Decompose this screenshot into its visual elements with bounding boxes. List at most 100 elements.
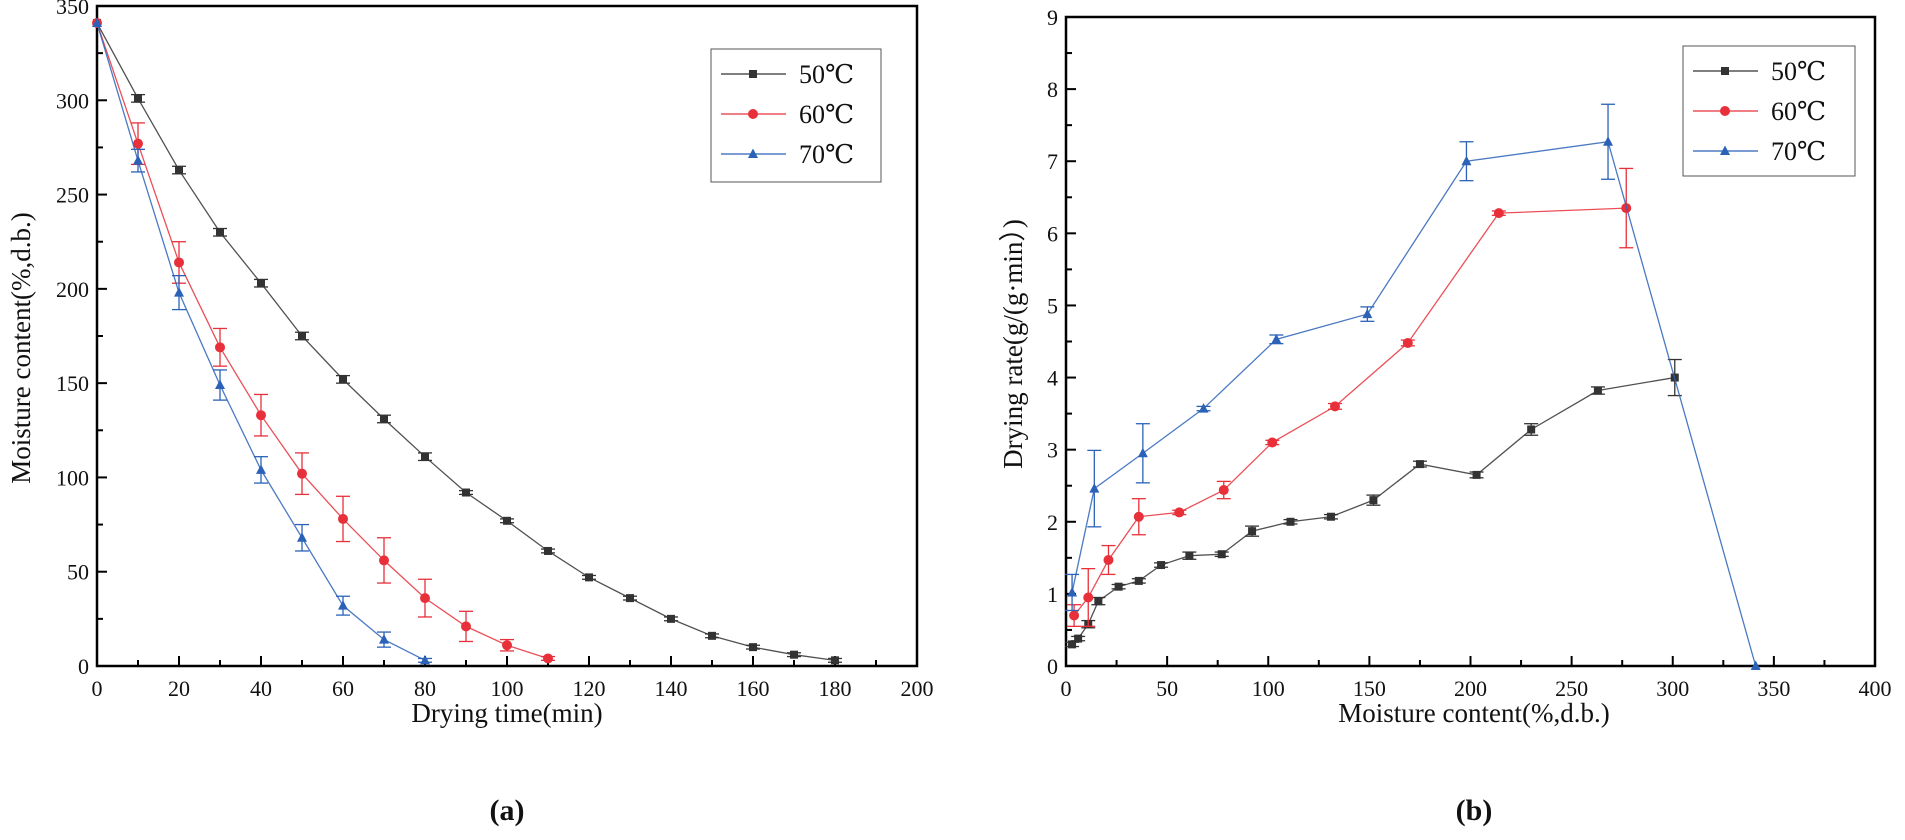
legend: 50℃ 60℃ 70℃ <box>710 48 882 183</box>
data-point <box>174 287 184 297</box>
series-60C <box>1067 167 1634 627</box>
legend-marker <box>748 148 758 158</box>
x-tick-label: 200 <box>1454 676 1487 701</box>
y-axis-label-a: Moisture content(%,d.b.) <box>6 212 36 483</box>
x-tick-label: 140 <box>655 676 688 701</box>
data-point <box>1271 333 1282 344</box>
data-point <box>256 464 266 474</box>
data-point <box>461 621 471 632</box>
series-50C <box>93 18 842 665</box>
y-tick-label: 300 <box>56 88 89 113</box>
data-point <box>1137 447 1148 458</box>
data-point <box>339 375 347 384</box>
legend-marker <box>749 70 757 78</box>
data-point <box>133 138 143 149</box>
data-point <box>1369 496 1378 505</box>
x-tick-label: 120 <box>573 676 606 701</box>
legend-label: 60℃ <box>799 100 854 129</box>
data-point <box>1089 483 1100 493</box>
chart-a: Drying time(min) Moisture content(%,d.b.… <box>6 0 934 827</box>
x-axis-label-b: Moisture content(%,d.b.) <box>1338 698 1609 728</box>
data-point <box>1286 517 1295 526</box>
y-tick-label: 1 <box>1047 582 1058 607</box>
y-tick-label: 4 <box>1047 366 1058 391</box>
data-point <box>1362 308 1373 319</box>
legend-label: 60℃ <box>1771 97 1826 126</box>
data-point <box>380 414 388 423</box>
series-50C <box>1065 358 1682 649</box>
chart-b: Moisture content(%,d.b.) Drying rate(g/(… <box>998 5 1892 827</box>
y-tick-label: 2 <box>1047 510 1058 535</box>
data-point <box>420 654 430 665</box>
y-tick-label: 6 <box>1047 221 1058 246</box>
legend-marker <box>1720 106 1730 116</box>
series-line <box>1071 376 1675 645</box>
data-point <box>1198 403 1209 413</box>
data-point <box>216 228 224 237</box>
y-tick-label: 0 <box>78 654 89 679</box>
data-point <box>298 332 306 340</box>
data-point <box>420 593 430 604</box>
data-point <box>215 342 225 353</box>
x-tick-label: 0 <box>1061 676 1072 701</box>
x-tick-label: 100 <box>1252 676 1285 701</box>
data-point <box>1074 634 1083 643</box>
data-point <box>1593 386 1602 395</box>
x-tick-label: 250 <box>1555 676 1588 701</box>
x-tick-label: 40 <box>250 676 272 701</box>
data-point <box>1461 155 1472 166</box>
data-point <box>502 640 512 651</box>
data-point <box>256 410 266 421</box>
data-point <box>1174 507 1185 518</box>
y-tick-label: 100 <box>56 465 89 490</box>
data-point <box>831 656 839 665</box>
series-70C <box>92 17 432 665</box>
legend-label: 50℃ <box>799 60 854 89</box>
y-tick-label: 7 <box>1047 149 1058 174</box>
y-tick-label: 9 <box>1047 5 1058 30</box>
data-point <box>1069 610 1080 621</box>
data-point <box>1527 425 1536 434</box>
data-point <box>1134 576 1143 585</box>
x-tick-label: 20 <box>168 676 190 701</box>
series-line <box>1071 141 1757 667</box>
y-axis-label-b: Drying rate(g/(g·min）) <box>998 219 1028 469</box>
x-tick-label: 400 <box>1859 676 1892 701</box>
data-point <box>626 594 634 603</box>
data-point <box>1329 401 1340 412</box>
x-tick-label: 80 <box>414 676 436 701</box>
x-tick-label: 150 <box>1353 676 1386 701</box>
data-point <box>379 555 389 566</box>
data-point <box>1094 597 1103 606</box>
x-tick-label: 300 <box>1656 676 1689 701</box>
data-point <box>174 257 184 268</box>
data-point <box>1218 485 1229 496</box>
data-point <box>1750 660 1761 670</box>
y-tick-label: 200 <box>56 277 89 302</box>
legend-label: 70℃ <box>1771 137 1826 166</box>
y-tick-label: 5 <box>1047 293 1058 318</box>
data-point <box>92 17 102 27</box>
data-point <box>1402 337 1413 348</box>
legend-marker <box>748 109 758 119</box>
series-60C <box>92 17 555 664</box>
x-tick-label: 180 <box>819 676 852 701</box>
data-point <box>175 166 183 175</box>
data-point <box>1267 437 1278 448</box>
data-point <box>1133 511 1144 522</box>
data-point <box>667 614 675 623</box>
data-point <box>379 634 389 644</box>
data-point <box>1326 512 1335 521</box>
data-point <box>1493 208 1504 219</box>
data-point <box>503 516 511 525</box>
data-point <box>1067 586 1078 597</box>
panel-label-b: (b) <box>1456 794 1493 827</box>
data-point <box>708 631 716 640</box>
series-line <box>96 22 426 661</box>
data-point <box>1472 470 1481 479</box>
data-point <box>1217 550 1226 559</box>
data-point <box>134 94 142 103</box>
x-tick-label: 200 <box>901 676 934 701</box>
legend-label: 50℃ <box>1771 57 1826 86</box>
